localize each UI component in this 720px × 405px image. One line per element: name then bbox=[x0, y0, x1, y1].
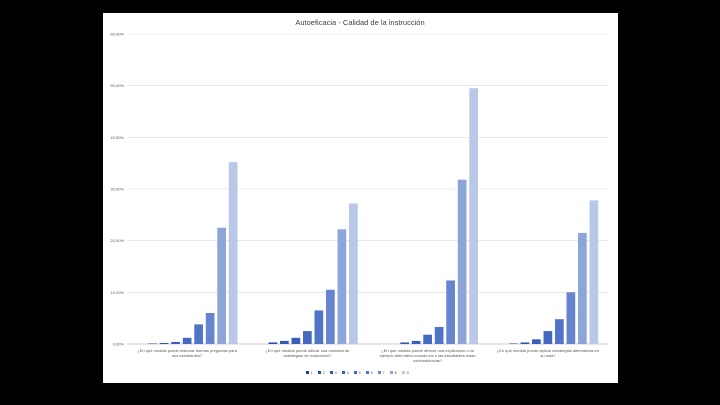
legend-swatch bbox=[342, 371, 345, 374]
bar-4-series-6 bbox=[555, 319, 564, 344]
bar-3-series-6 bbox=[434, 326, 444, 344]
y-tick-label: 40,00% bbox=[110, 135, 124, 140]
bar-3-series-4 bbox=[411, 340, 421, 344]
bar-1-series-3 bbox=[159, 342, 169, 344]
legend-label: 7 bbox=[383, 370, 386, 375]
legend-label: 4 bbox=[347, 370, 350, 375]
legend-swatch bbox=[378, 371, 381, 374]
y-tick-label: 0,00% bbox=[113, 342, 125, 347]
legend: 1 2 3 4 5 6 7 8 9 bbox=[306, 370, 410, 375]
legend-label: 6 bbox=[371, 370, 374, 375]
bar-4-series-3 bbox=[520, 342, 530, 344]
legend-label: 2 bbox=[323, 370, 326, 375]
legend-swatch bbox=[366, 371, 369, 374]
legend-swatch bbox=[330, 371, 333, 374]
bar-2-series-8 bbox=[337, 229, 347, 344]
bar-3-series-7 bbox=[446, 280, 455, 344]
bar-1-series-9 bbox=[228, 162, 238, 344]
legend-swatch bbox=[390, 371, 393, 374]
legend-label: 1 bbox=[311, 370, 314, 375]
bar-3-series-9 bbox=[469, 88, 478, 344]
x-category-label: ¿En qué medida puede ofrecer una explica… bbox=[380, 348, 476, 363]
x-category-label: ¿En qué medida puede utilizar una varied… bbox=[265, 348, 350, 358]
bar-3-series-5 bbox=[423, 334, 432, 344]
bar-1-series-2 bbox=[148, 343, 157, 344]
legend-label: 5 bbox=[359, 370, 362, 375]
legend-swatch bbox=[402, 371, 405, 374]
bar-4-series-8 bbox=[578, 232, 587, 344]
bar-2-series-4 bbox=[291, 337, 301, 344]
bar-4-series-4 bbox=[532, 339, 541, 344]
legend-label: 8 bbox=[395, 370, 398, 375]
bar-2-series-5 bbox=[303, 331, 312, 344]
x-category-label: ¿En qué medida puede aplicar estrategias… bbox=[497, 348, 599, 358]
bar-1-series-8 bbox=[217, 227, 226, 344]
y-tick-label: 30,00% bbox=[110, 187, 124, 192]
y-tick-label: 20,00% bbox=[110, 238, 124, 243]
bar-2-series-9 bbox=[349, 203, 358, 344]
y-tick-label: 10,00% bbox=[110, 290, 124, 295]
legend-label: 3 bbox=[335, 370, 338, 375]
x-axis-categories: ¿En qué medida puede elaborar buenas pre… bbox=[137, 348, 599, 363]
x-category-label: ¿En qué medida puede elaborar buenas pre… bbox=[137, 348, 237, 358]
bar-1-series-4 bbox=[171, 341, 180, 344]
bar-2-series-7 bbox=[326, 289, 335, 344]
legend-label: 9 bbox=[407, 370, 410, 375]
y-tick-label: 60,00% bbox=[110, 32, 124, 37]
chart-card: Autoeficacia - Calidad de la instrucción… bbox=[103, 13, 618, 383]
bar-1-series-7 bbox=[205, 313, 215, 344]
bar-4-series-2 bbox=[509, 343, 518, 344]
bar-4-series-5 bbox=[543, 331, 553, 344]
y-tick-label: 50,00% bbox=[110, 83, 124, 88]
legend-swatch bbox=[354, 371, 357, 374]
bar-1-series-6 bbox=[194, 324, 203, 344]
y-axis-ticks: 0,00% 10,00% 20,00% 30,00% 40,00% 50,00% 60,00… bbox=[110, 32, 124, 347]
bar-2-series-6 bbox=[314, 310, 324, 344]
bar-2-series-3 bbox=[280, 340, 289, 344]
legend-swatch bbox=[306, 371, 309, 374]
bar-3-series-3 bbox=[400, 342, 409, 344]
grid-lines bbox=[127, 33, 608, 345]
bar-4-series-7 bbox=[566, 292, 576, 344]
bar-3-series-8 bbox=[457, 179, 467, 344]
bar-1-series-5 bbox=[182, 337, 192, 344]
bars bbox=[148, 88, 599, 344]
legend-swatch bbox=[318, 371, 321, 374]
bar-4-series-9 bbox=[589, 200, 599, 344]
chart-svg: Autoeficacia - Calidad de la instrucción… bbox=[110, 18, 608, 375]
bar-2-series-2 bbox=[268, 342, 278, 344]
chart-title: Autoeficacia - Calidad de la instrucción bbox=[295, 18, 424, 27]
